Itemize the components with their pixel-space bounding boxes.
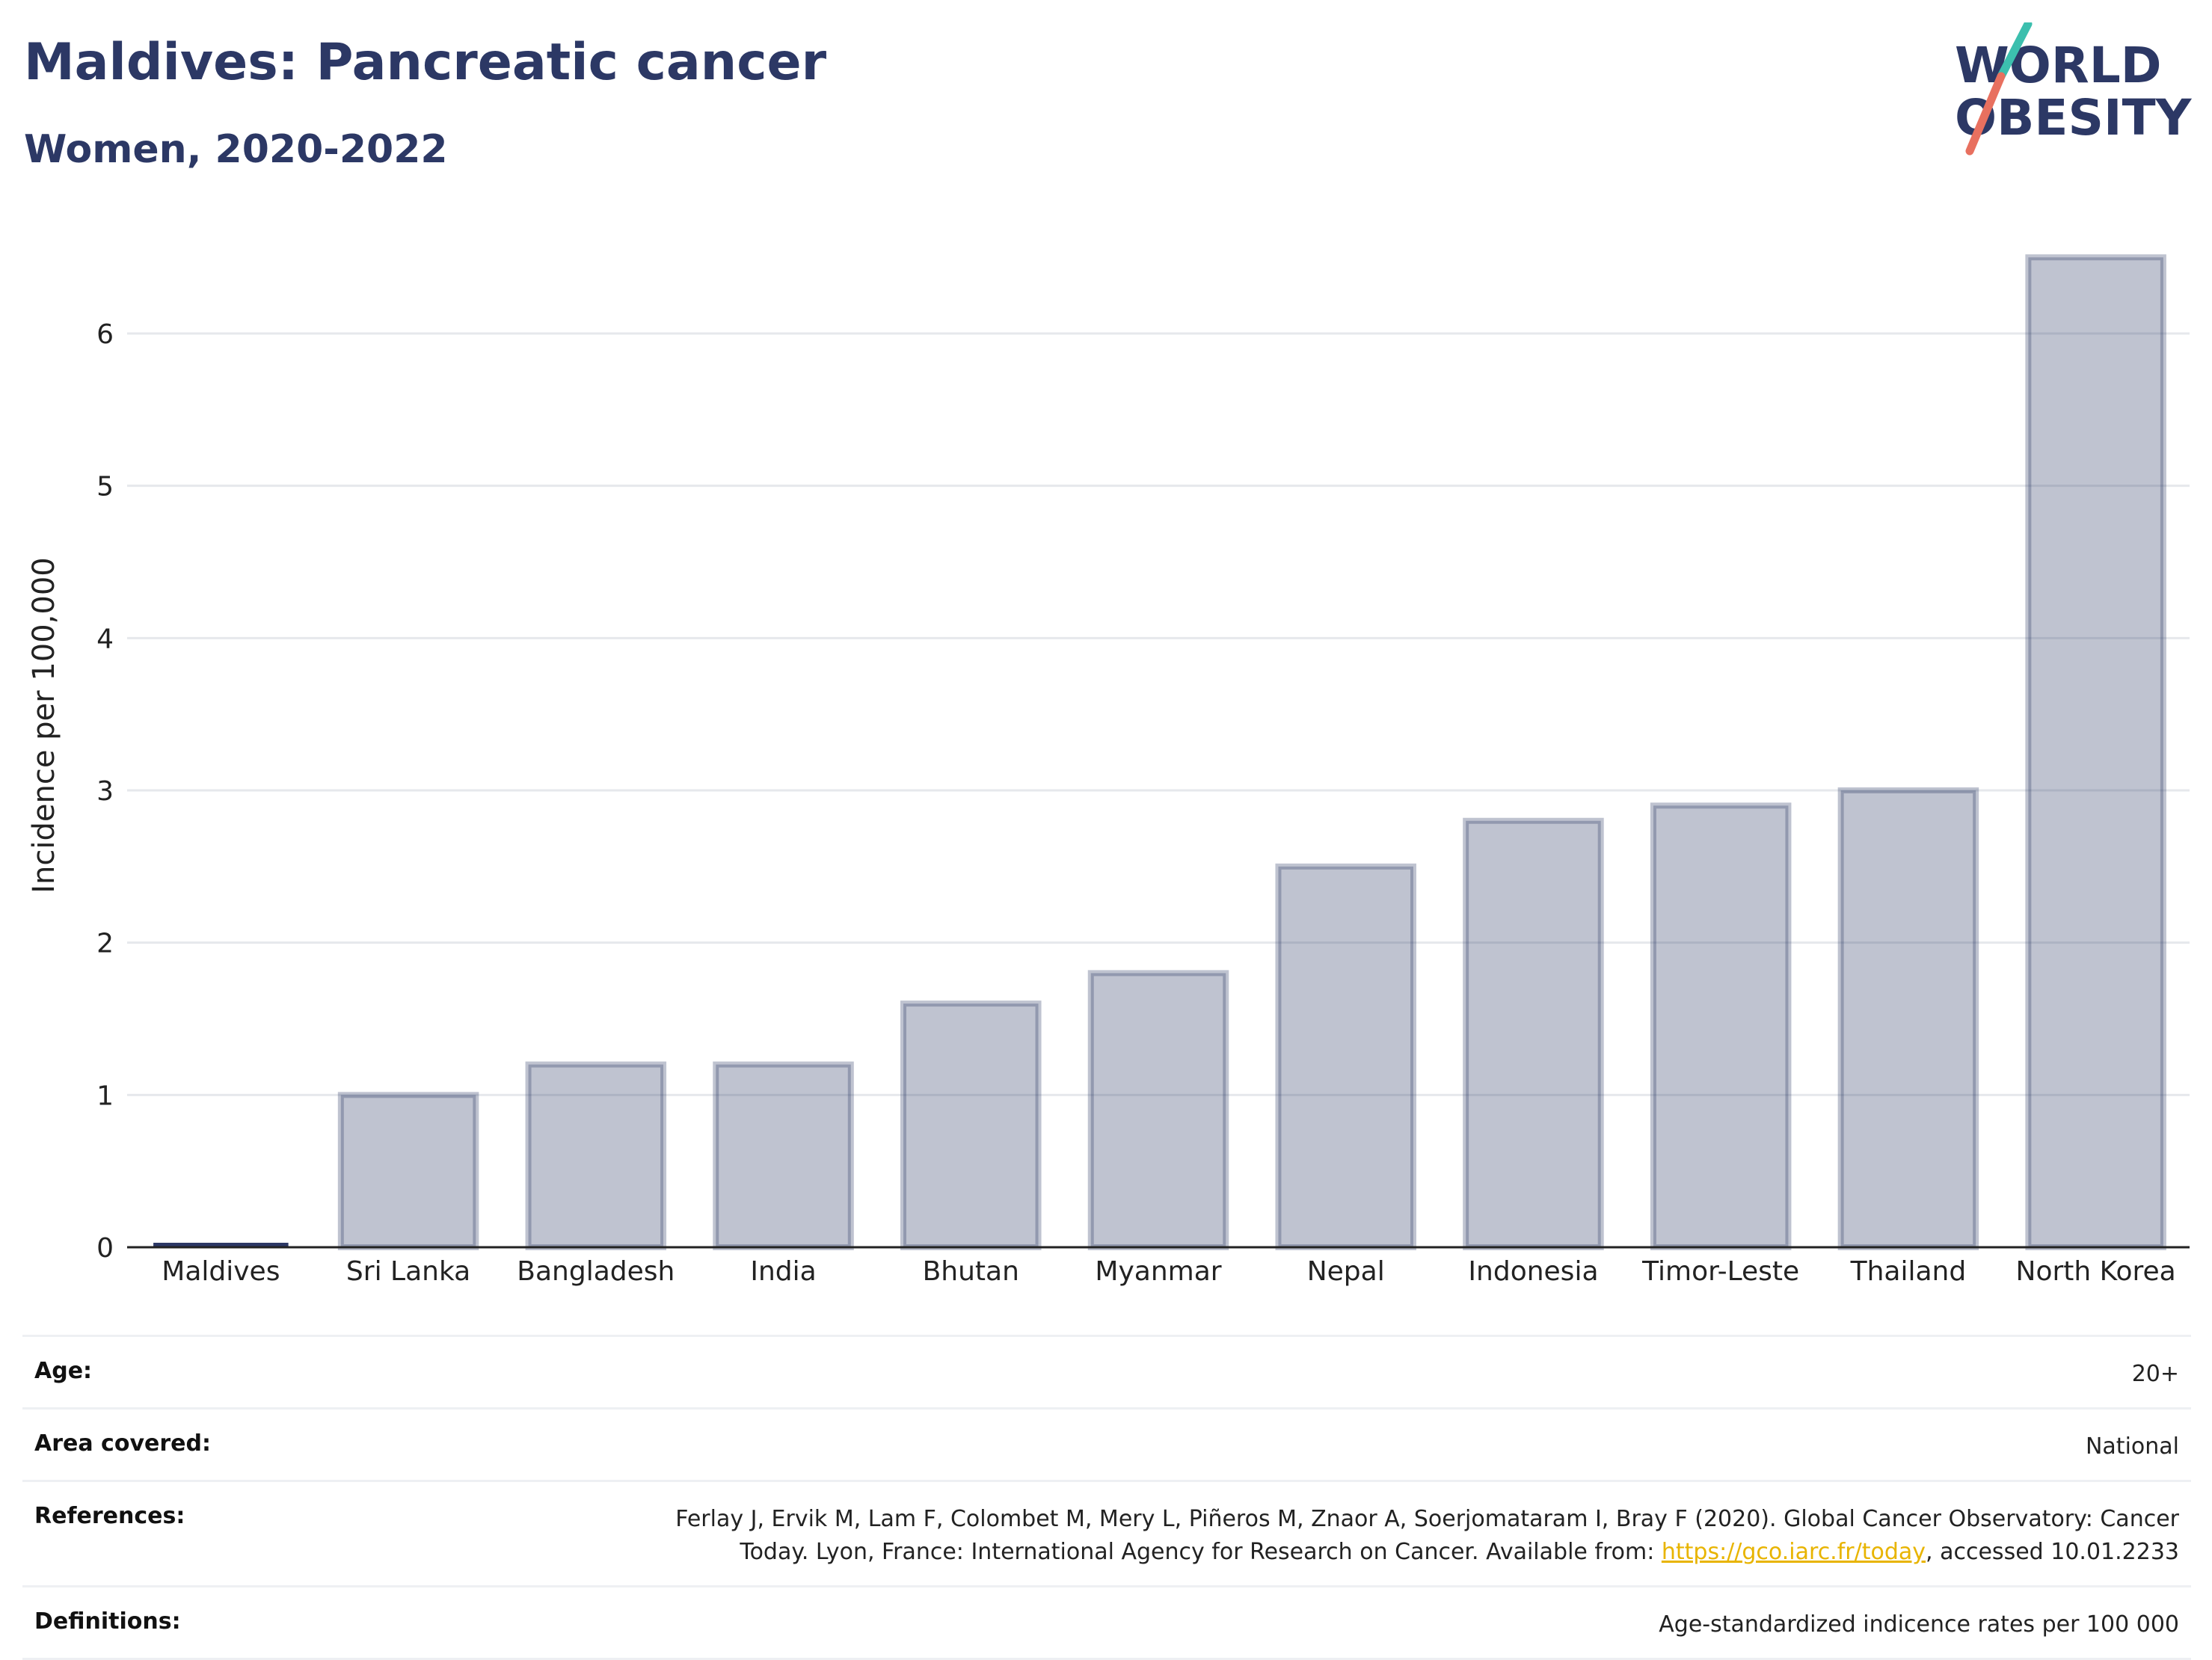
y-tick-label: 6	[96, 319, 114, 350]
x-tick-label: India	[750, 1256, 816, 1287]
y-tick-label: 3	[96, 776, 114, 807]
logo-slash-bottom	[1965, 72, 2006, 156]
x-tick-label: Nepal	[1307, 1256, 1385, 1287]
metadata-table: Age: 20+ Area covered: National Referenc…	[22, 1335, 2191, 1660]
definitions-value: Age-standardized indicence rates per 100…	[1659, 1611, 2179, 1638]
x-tick-labels: Maldives Sri Lanka Bangladesh India Bhutan My…	[162, 1256, 2175, 1287]
bar-india	[713, 1061, 854, 1250]
bar-bangladesh	[525, 1061, 667, 1250]
area-value: National	[2085, 1433, 2179, 1460]
y-axis-title: Incidence per 100,000	[27, 557, 61, 894]
y-tick-label: 4	[96, 624, 114, 654]
x-tick-label: Bangladesh	[517, 1256, 675, 1287]
meta-row-references: References: Ferlay J, Ervik M, Lam F, Co…	[22, 1480, 2191, 1585]
bar-sri-lanka	[337, 1092, 479, 1251]
bars	[153, 254, 2166, 1251]
bar-chart: 0 1 2 3 4 5 6 Maldives Sri Lanka Bangladesh India…	[27, 254, 2190, 1287]
world-obesity-logo: WORLD OBESITY	[1955, 22, 2193, 156]
age-label: Age:	[34, 1358, 93, 1384]
bar-myanmar	[1087, 970, 1229, 1251]
bar-indonesia	[1463, 817, 1604, 1250]
x-tick-label: Indonesia	[1468, 1256, 1598, 1287]
bar-thailand	[1837, 787, 1979, 1250]
definitions-label: Definitions:	[34, 1608, 181, 1635]
references-value: Ferlay J, Ervik M, Lam F, Colombet M, Me…	[609, 1503, 2179, 1569]
age-value: 20+	[2131, 1361, 2179, 1387]
references-text-1: Ferlay J, Ervik M, Lam F, Colombet M, Me…	[675, 1506, 2179, 1565]
grid-lines	[127, 332, 2190, 1096]
logo-line-world: WORLD	[1955, 37, 2162, 94]
bar-nepal	[1275, 863, 1416, 1251]
references-link[interactable]: https://gco.iarc.fr/today	[1661, 1539, 1926, 1565]
logo-slash-top	[1997, 22, 2033, 81]
y-tick-label: 5	[96, 472, 114, 502]
meta-row-area: Area covered: National	[22, 1407, 2191, 1480]
x-tick-label: North Korea	[2016, 1256, 2176, 1287]
x-tick-label: Timor-Leste	[1641, 1256, 1799, 1287]
x-tick-label: Bhutan	[923, 1256, 1019, 1287]
bar-timor-leste	[1650, 802, 1792, 1251]
y-tick-label: 2	[96, 929, 114, 959]
meta-row-definitions: Definitions: Age-standardized indicence …	[22, 1585, 2191, 1660]
x-tick-label: Thailand	[1850, 1256, 1967, 1287]
references-label: References:	[34, 1503, 185, 1529]
references-text-2: , accessed 10.01.2233	[1926, 1539, 2179, 1565]
meta-row-age: Age: 20+	[22, 1335, 2191, 1407]
x-tick-label: Myanmar	[1095, 1256, 1221, 1287]
y-tick-label: 1	[96, 1080, 114, 1111]
chart-subtitle: Women, 2020-2022	[24, 127, 448, 172]
x-tick-label: Sri Lanka	[346, 1256, 470, 1287]
area-label: Area covered:	[34, 1430, 211, 1457]
x-tick-label: Maldives	[162, 1256, 280, 1287]
bar-maldives	[153, 1243, 289, 1247]
bar-bhutan	[900, 1000, 1042, 1250]
bar-north-korea	[2025, 254, 2166, 1251]
chart-title: Maldives: Pancreatic cancer	[24, 33, 827, 92]
y-tick-labels: 0 1 2 3 4 5 6	[96, 319, 114, 1264]
y-tick-label: 0	[96, 1233, 114, 1264]
